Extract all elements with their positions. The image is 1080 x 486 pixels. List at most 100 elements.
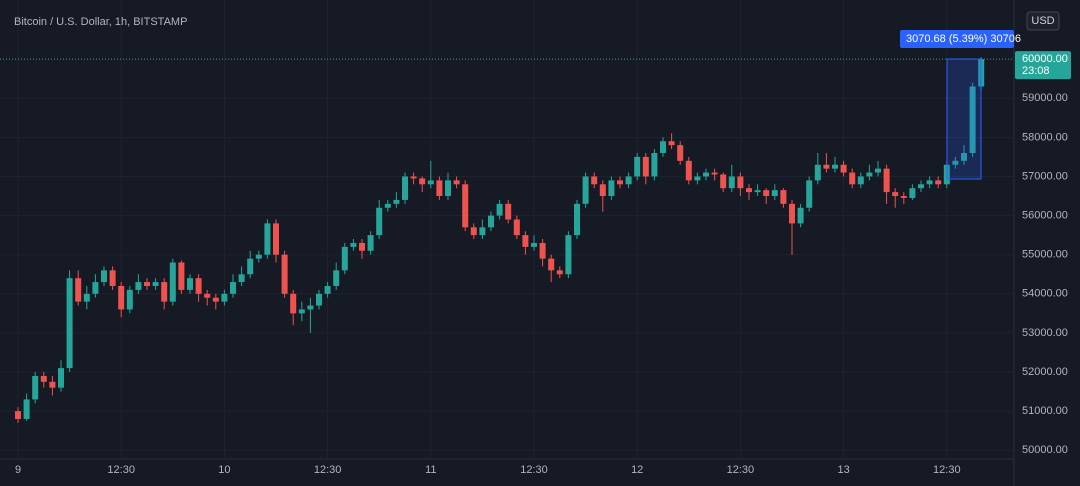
candle-body bbox=[118, 285, 125, 310]
candle-body bbox=[445, 180, 451, 197]
candle-body bbox=[625, 176, 632, 185]
measure-label-box bbox=[900, 30, 1014, 48]
candle-body bbox=[410, 176, 417, 179]
candle-body bbox=[178, 262, 185, 290]
candle-body bbox=[402, 176, 408, 200]
candle-body bbox=[677, 145, 684, 161]
candle-body bbox=[32, 375, 39, 400]
candle-body bbox=[961, 152, 967, 161]
last-price-label: 60000.00 bbox=[1022, 53, 1068, 65]
candle-body bbox=[565, 235, 572, 275]
y-tick-label: 53000.00 bbox=[1022, 327, 1068, 339]
candle-body bbox=[582, 176, 589, 204]
candle-body bbox=[754, 190, 761, 193]
currency-button[interactable] bbox=[1026, 11, 1060, 31]
candle-body bbox=[169, 262, 176, 302]
candle-body bbox=[634, 156, 641, 177]
candle-body bbox=[926, 180, 933, 185]
candle-body bbox=[505, 203, 512, 220]
candle-body bbox=[298, 309, 305, 314]
candle-body bbox=[806, 180, 813, 208]
candle-body bbox=[909, 188, 916, 198]
candle-body bbox=[668, 141, 675, 146]
candle-body bbox=[814, 164, 821, 181]
candle-body bbox=[66, 278, 73, 369]
candle-body bbox=[161, 282, 168, 302]
candle-body bbox=[204, 293, 211, 298]
candle-body bbox=[823, 164, 830, 169]
x-tick-label: 9 bbox=[15, 464, 21, 476]
candle-body bbox=[513, 219, 520, 236]
candle-body bbox=[324, 285, 331, 294]
y-tick-label: 55000.00 bbox=[1022, 249, 1068, 261]
candle-body bbox=[83, 293, 90, 302]
candle-body bbox=[470, 227, 477, 236]
measure-box bbox=[946, 58, 982, 180]
y-tick-label: 59000.00 bbox=[1022, 92, 1068, 104]
candle-body bbox=[496, 203, 503, 216]
candle-body bbox=[892, 192, 899, 197]
x-tick-label: 12:30 bbox=[933, 464, 961, 476]
candle-body bbox=[763, 190, 770, 197]
candle-body bbox=[935, 180, 942, 185]
candle-body bbox=[230, 282, 236, 294]
candle-body bbox=[969, 86, 976, 153]
candle-body bbox=[488, 215, 494, 228]
y-tick-label: 51000.00 bbox=[1022, 405, 1068, 417]
candle-body bbox=[427, 180, 434, 185]
candle-body bbox=[797, 207, 804, 224]
candle-body bbox=[900, 196, 907, 198]
x-tick-label: 12:30 bbox=[314, 464, 342, 476]
candle-body bbox=[264, 223, 271, 255]
candle-body bbox=[350, 242, 357, 247]
candle-body bbox=[307, 305, 314, 310]
candle-body bbox=[883, 168, 890, 193]
candle-body bbox=[556, 270, 563, 275]
candle-body bbox=[660, 141, 666, 153]
x-tick-label: 12:30 bbox=[520, 464, 548, 476]
last-price-box bbox=[1015, 51, 1071, 80]
candle-body bbox=[290, 293, 297, 314]
candle-body bbox=[101, 270, 107, 283]
candle-body bbox=[419, 178, 426, 185]
x-tick-label: 12:30 bbox=[107, 464, 135, 476]
currency[interactable]: USD bbox=[1031, 15, 1054, 27]
candle-body bbox=[789, 203, 795, 224]
candle-body bbox=[195, 278, 202, 294]
x-tick-label: 13 bbox=[837, 464, 849, 476]
candle-body bbox=[832, 164, 838, 169]
candle-body bbox=[591, 176, 598, 185]
candle-body bbox=[608, 180, 615, 197]
candle-body bbox=[617, 180, 623, 185]
candle-body bbox=[711, 172, 718, 175]
candle-body bbox=[453, 180, 460, 185]
y-tick-label: 57000.00 bbox=[1022, 170, 1068, 182]
candle-body bbox=[952, 160, 959, 165]
x-tick-label: 11 bbox=[425, 464, 436, 476]
candle-body bbox=[23, 399, 30, 419]
countdown: 23:08 bbox=[1022, 65, 1050, 77]
candle-body bbox=[685, 160, 692, 181]
y-tick-label: 52000.00 bbox=[1022, 366, 1068, 378]
candle-body bbox=[212, 297, 219, 302]
candle-body bbox=[642, 156, 649, 177]
measure-label: 3070.68 (5.39%) 30706 bbox=[906, 33, 1021, 45]
candle-body bbox=[255, 254, 262, 259]
candle-body bbox=[522, 235, 529, 247]
candle-body bbox=[849, 172, 856, 185]
y-tick-label: 56000.00 bbox=[1022, 209, 1068, 221]
candle-body bbox=[703, 172, 709, 177]
x-tick-label: 10 bbox=[218, 464, 230, 476]
candle-body bbox=[599, 184, 606, 197]
candle-body bbox=[384, 203, 391, 208]
candle-body bbox=[875, 168, 881, 173]
candle-body bbox=[694, 176, 701, 181]
candle-body bbox=[367, 235, 374, 251]
candle-body bbox=[746, 188, 752, 193]
y-tick-label: 50000.00 bbox=[1022, 444, 1068, 456]
x-tick-label: 12 bbox=[631, 464, 643, 476]
candle-body bbox=[436, 180, 443, 197]
candle-body bbox=[75, 278, 82, 302]
candle-body bbox=[238, 274, 245, 283]
